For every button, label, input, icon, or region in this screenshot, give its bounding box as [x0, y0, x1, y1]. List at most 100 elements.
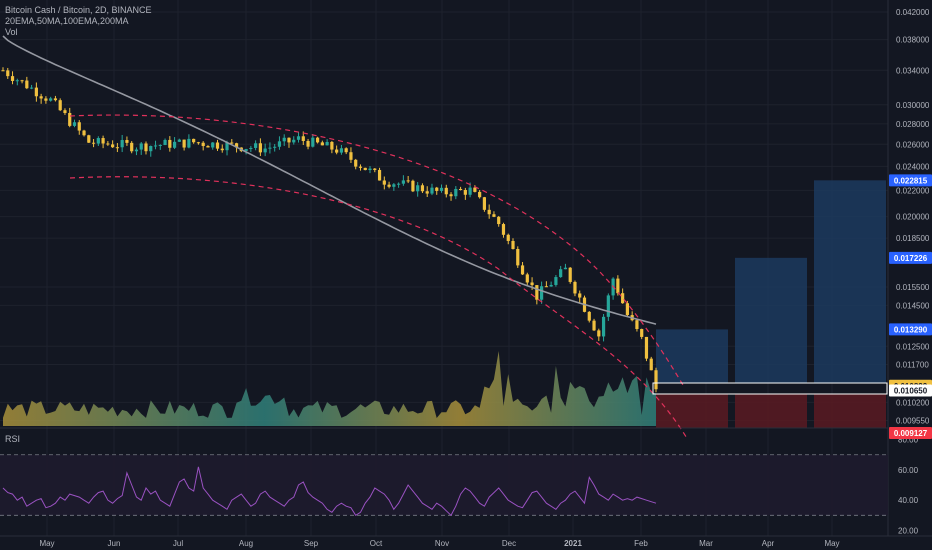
candle-body [320, 142, 324, 146]
candle-body [368, 168, 372, 171]
channel-lower [69, 176, 689, 441]
candle-body [15, 80, 19, 82]
time-axis[interactable]: May Jun Jul Aug Sep Oct Nov Dec 2021 Feb Mar Apr May [39, 539, 839, 548]
candle-body [6, 70, 10, 77]
price-tag-target-3: 0.022815 [894, 176, 928, 185]
price-tick-label: 0.030000 [896, 101, 930, 110]
candle-body [63, 110, 67, 113]
candle-body [554, 277, 558, 285]
candle-body [592, 320, 596, 331]
rsi-legend[interactable]: RSI [5, 434, 21, 444]
volume-legend[interactable]: Vol [5, 27, 18, 37]
candle-body [463, 189, 467, 195]
candle-body [397, 183, 401, 185]
candle-body [525, 274, 529, 283]
candle-body [168, 139, 172, 148]
candle-body [621, 293, 625, 304]
price-tick-label: 0.009550 [896, 417, 930, 426]
candle-body [649, 358, 653, 371]
candle-body [516, 249, 520, 266]
candle-body [244, 149, 248, 152]
candle-body [10, 76, 15, 81]
candle-body [68, 112, 72, 126]
candle-body [616, 278, 620, 294]
candle-body [606, 295, 610, 317]
price-tag-stop-bg [889, 427, 932, 440]
rsi-tick-label: 40.00 [898, 496, 919, 505]
candle-body [82, 130, 86, 136]
candle-body [53, 98, 58, 101]
candle-body [492, 214, 496, 217]
price-tick-label: 0.042000 [896, 8, 930, 17]
price-tick-label: 0.012500 [896, 342, 930, 351]
candle-body [315, 137, 320, 143]
price-tag-target-1-bg [889, 323, 932, 336]
time-tick-label: 2021 [564, 539, 582, 548]
candle-body [540, 286, 544, 300]
candle-body [206, 146, 210, 148]
price-tag-target-1: 0.013290 [894, 325, 928, 334]
candle-body [96, 138, 100, 144]
time-tick-label: Nov [435, 539, 449, 548]
time-tick-label: Sep [304, 539, 319, 548]
candle-body [234, 143, 239, 148]
volume-series [3, 351, 656, 426]
time-tick-label: Aug [239, 539, 253, 548]
price-tick-label: 0.018500 [896, 234, 930, 243]
price-tick-label: 0.022000 [896, 186, 930, 195]
rsi-tick-label: 60.00 [898, 466, 919, 475]
price-tag-entry: 0.010650 [894, 386, 928, 395]
price-axis[interactable]: 0.042000 0.038000 0.034000 0.030000 0.028000… [896, 8, 930, 426]
candle-body [549, 284, 553, 287]
indicators-legend[interactable]: 20EMA,50MA,100EMA,200MA [5, 16, 129, 26]
candle-body [249, 147, 253, 150]
candle-body [644, 336, 649, 359]
candle-body [134, 149, 139, 152]
candle-body [435, 187, 439, 191]
candle-body [130, 142, 134, 152]
candle-body [158, 144, 162, 146]
candle-body [29, 87, 34, 89]
candle-body [72, 122, 77, 126]
candle-body [301, 136, 305, 141]
candle-body [211, 142, 215, 148]
candle-body [58, 100, 62, 111]
candle-body [654, 370, 658, 390]
candle-body [511, 240, 515, 250]
candle-body [587, 311, 591, 321]
target-zone-3 [814, 180, 886, 383]
candle-body [544, 286, 548, 288]
candle-body [111, 144, 115, 148]
rsi-tick-label: 20.00 [898, 526, 919, 535]
target-zone-1 [656, 329, 728, 383]
symbol-title[interactable]: Bitcoin Cash / Bitcoin, 2D, BINANCE [5, 5, 152, 15]
rsi-line [2, 466, 657, 517]
moving-average-line [2, 35, 657, 325]
entry-box [652, 382, 888, 395]
candle-body [363, 167, 367, 171]
candle-body [520, 265, 525, 275]
candle-body [87, 135, 91, 143]
candle-body [292, 139, 296, 143]
price-tag-entry-bg [889, 384, 932, 397]
time-tick-label: Dec [502, 539, 516, 548]
candle-body [273, 146, 277, 148]
candle-body [192, 138, 196, 143]
candle-body [354, 159, 358, 167]
candle-body [625, 303, 630, 316]
candle-body [268, 147, 272, 149]
candle-body [106, 143, 110, 145]
candle-body [444, 187, 448, 195]
candle-body [482, 197, 487, 210]
candle-body [487, 209, 491, 215]
candle-body [282, 137, 286, 142]
candle-body [120, 140, 124, 148]
candle-body [330, 141, 334, 150]
candle-body [420, 185, 425, 192]
candle-body [230, 142, 234, 144]
candle-body [49, 98, 53, 101]
candle-body [373, 168, 377, 170]
rsi-band [0, 454, 888, 516]
candle-body [187, 138, 191, 148]
